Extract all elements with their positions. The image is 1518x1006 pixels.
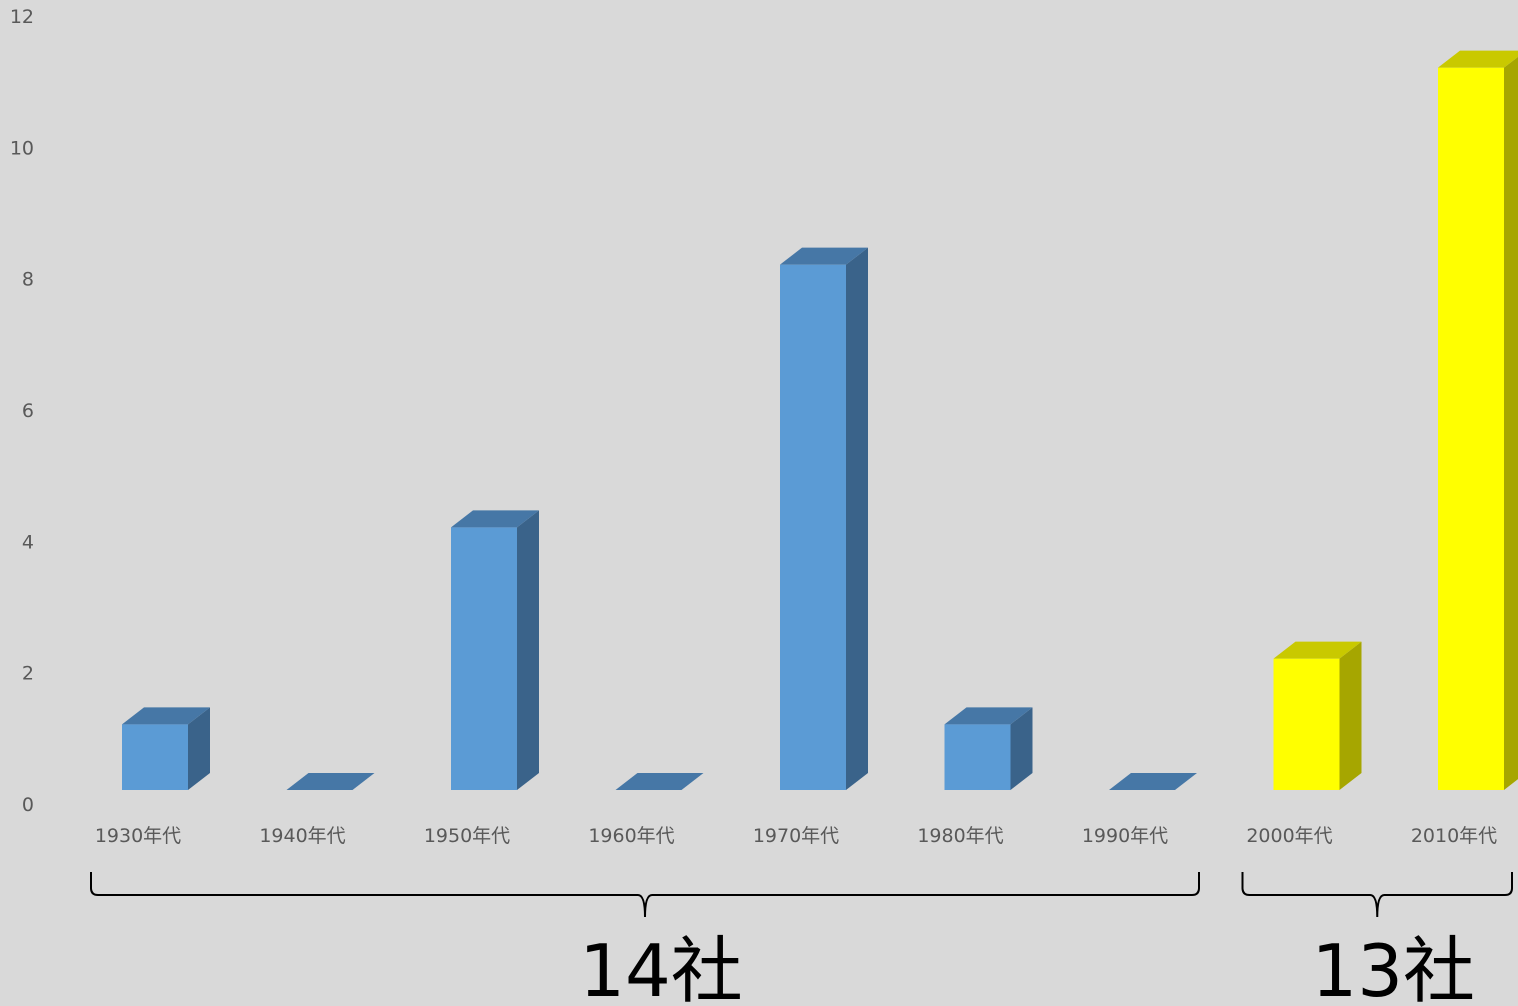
group-labels: 14社 13社 [579,929,1475,1006]
bar-front [122,724,188,790]
bar-side [188,707,210,790]
bar-side [517,510,539,790]
bar-side [1504,56,1518,790]
bar-top [1273,641,1362,659]
bars [122,50,1518,791]
bar [1273,641,1362,790]
group-brace [1241,872,1513,918]
y-tick-label: 8 [22,269,34,291]
bar-front [780,264,846,791]
bar-top [780,247,868,265]
bar-top [615,773,704,790]
bar-top [1109,773,1197,790]
bar [615,773,704,790]
group-label: 13社 [1311,929,1475,1006]
x-tick-label: 1970年代 [753,825,839,847]
bar-side [1010,707,1033,790]
bar-top [1438,50,1518,68]
x-tick-label: 2010年代 [1411,825,1497,847]
bar-top [944,707,1033,725]
group-label: 14社 [579,929,743,1006]
bar [1438,50,1518,790]
x-tick-label: 1950年代 [424,825,510,847]
x-tick-label: 2000年代 [1246,825,1332,847]
bar-side [1339,641,1362,790]
x-tick-label: 1960年代 [588,825,674,847]
group-braces [90,872,1513,918]
y-tick-label: 4 [22,531,34,553]
bar-top [286,773,375,790]
bar-front [944,724,1011,790]
bar-front [1438,67,1504,790]
y-tick-label: 2 [22,663,34,685]
bar-top [451,510,539,528]
y-tick-label: 0 [22,794,34,816]
bar-front [451,527,517,790]
bar [122,707,210,790]
y-tick-label: 12 [10,6,34,28]
y-tick-label: 10 [10,137,34,159]
x-tick-label: 1940年代 [259,825,345,847]
x-tick-label: 1930年代 [95,825,181,847]
x-tick-label: 1990年代 [1082,825,1168,847]
bar-front [1273,658,1340,790]
y-axis-ticks: 0 2 4 6 8 10 12 [10,6,34,816]
bar [286,773,375,790]
bar [1109,773,1197,790]
bar [451,510,539,790]
x-axis-ticks: 1930年代 1940年代 1950年代 1960年代 1970年代 1980年代 1990… [95,825,1497,847]
group-brace [90,872,1200,918]
bar-top [122,707,210,725]
y-tick-label: 6 [22,400,34,422]
bar-side [846,247,868,790]
bar [780,247,868,791]
bar [944,707,1033,790]
x-tick-label: 1980年代 [917,825,1003,847]
